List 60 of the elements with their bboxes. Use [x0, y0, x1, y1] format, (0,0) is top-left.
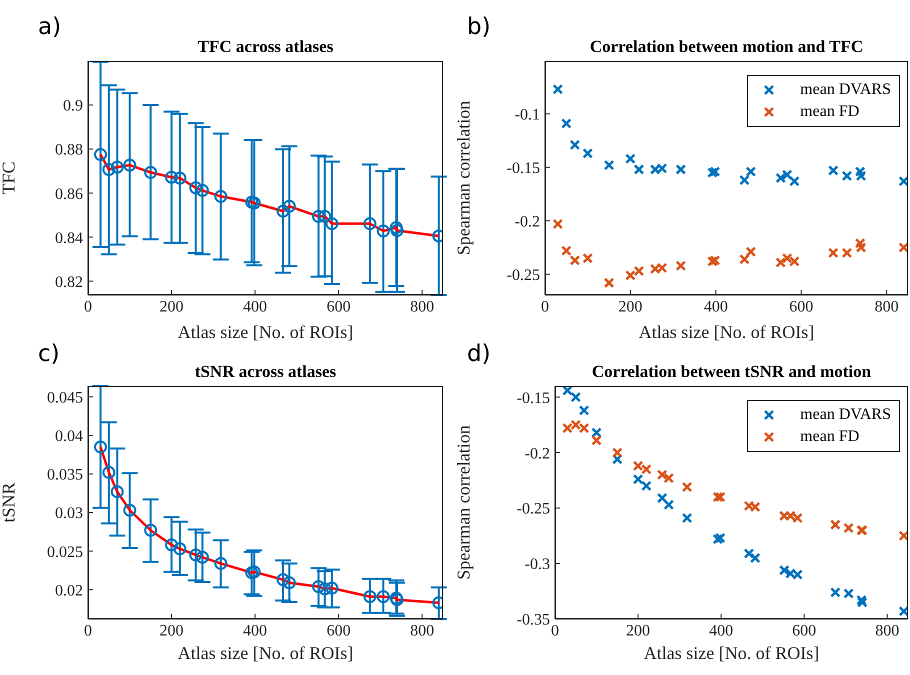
y-tick-label: 0.03	[55, 505, 83, 522]
y-tick-label: 0.04	[55, 428, 83, 446]
legend-label: mean DVARS	[800, 81, 891, 99]
x-axis-title: Atlas size [No. of ROIs]	[642, 643, 820, 664]
y-tick-label: -0.25	[506, 266, 540, 284]
y-tick-label: 0.9	[63, 98, 83, 115]
x-tick-label: 600	[789, 298, 814, 316]
x-tick-label: 800	[874, 298, 899, 316]
y-tick-label: 0.86	[55, 186, 83, 203]
y-tick-label: -0.35	[516, 612, 550, 629]
x-tick-label: 0	[84, 622, 92, 640]
y-tick-label: 0.02	[55, 582, 83, 600]
y-tick-label: 0.84	[55, 230, 83, 247]
x-tick-label: 0	[84, 298, 92, 316]
chart-title: TFC across atlases	[196, 37, 334, 57]
x-tick-label: 200	[618, 298, 642, 316]
x-tick-label: 400	[709, 622, 734, 640]
y-tick-label: -0.2	[514, 213, 540, 230]
x-tick-label: 200	[160, 622, 184, 640]
legend-label: mean FD	[800, 103, 860, 121]
y-tick-label: 0.035	[47, 466, 83, 484]
y-tick-label: -0.1	[514, 106, 540, 124]
y-tick-label: 0.025	[47, 544, 83, 561]
text: d)	[467, 341, 491, 367]
text: b)	[467, 14, 491, 40]
y-axis-title: tSNR	[0, 482, 18, 523]
chart-title: Correlation between motion and TFC	[588, 37, 864, 57]
text: c)	[38, 341, 60, 367]
y-tick-label: -0.3	[524, 556, 550, 574]
x-tick-label: 200	[626, 622, 650, 640]
y-tick-label: -0.15	[516, 390, 550, 407]
legend-label: mean DVARS	[800, 406, 891, 424]
x-tick-label: 800	[875, 622, 900, 640]
x-tick-label: 0	[551, 622, 559, 640]
legend-label: mean FD	[800, 428, 860, 446]
y-tick-label: 0.045	[47, 389, 83, 406]
y-tick-label: -0.2	[524, 445, 550, 462]
y-tick-label: -0.15	[506, 160, 540, 177]
x-tick-label: 400	[243, 298, 268, 316]
x-tick-label: 800	[410, 622, 434, 640]
x-axis-title: Atlas size [No. of ROIs]	[638, 322, 816, 343]
x-tick-label: 400	[704, 298, 728, 316]
text: a)	[38, 14, 62, 40]
x-tick-label: 0	[541, 298, 549, 316]
y-tick-label: 0.88	[55, 142, 83, 159]
chart-title: Correlation between tSNR and motion	[590, 362, 872, 382]
x-tick-label: 400	[243, 622, 268, 640]
x-tick-label: 200	[160, 298, 184, 316]
x-tick-label: 600	[792, 622, 816, 640]
chart-title: tSNR across atlases	[194, 362, 338, 382]
y-axis-title: Spearman correlation	[453, 100, 474, 256]
x-tick-label: 600	[326, 298, 351, 316]
y-axis-title: TFC	[0, 161, 18, 195]
x-tick-label: 800	[410, 298, 434, 316]
x-axis-title: Atlas size [No. of ROIs]	[176, 322, 354, 343]
y-tick-label: -0.25	[516, 500, 550, 518]
y-axis-title: Spearman correlation	[453, 425, 474, 580]
x-axis-title: Atlas size [No. of ROIs]	[176, 643, 354, 664]
y-tick-label: 0.82	[55, 274, 83, 291]
x-tick-label: 600	[326, 622, 351, 640]
